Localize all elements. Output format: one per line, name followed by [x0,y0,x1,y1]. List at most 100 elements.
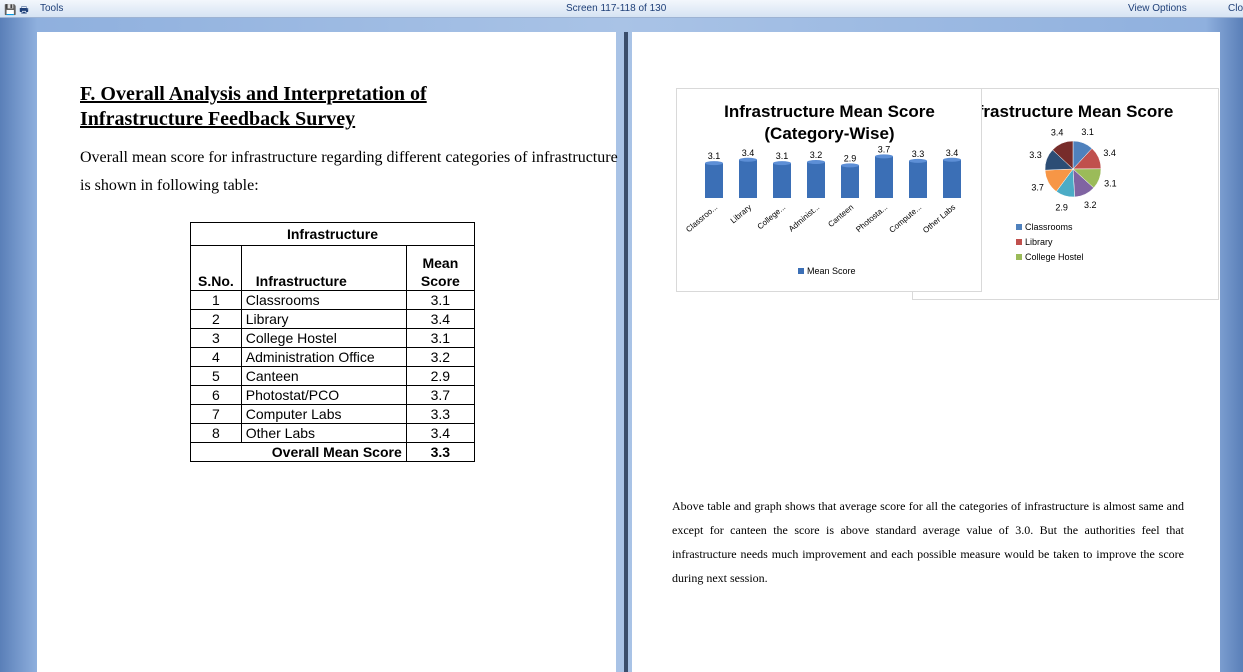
legend-swatch [1016,239,1022,245]
bar-cap [875,154,893,159]
table-row: 6 Photostat/PCO 3.7 [190,385,476,405]
icons[interactable]: 💾 🖶 [4,5,29,16]
table-cell: 4 [190,347,242,367]
x-tick-label: Other Labs [921,203,957,235]
table-cell: 3.3 [405,442,476,462]
data-label: 3.1 [1081,127,1094,137]
chart-title: Infrastructure Mean Score (Category-Wise… [724,102,935,143]
table-row: 8 Other Labs 3.4 [190,423,476,443]
table-cell: 3 [190,328,242,348]
data-label: 3.7 [1031,183,1044,193]
legend-label: College Hostel [1025,252,1084,262]
bar-cap [705,161,723,166]
bar [875,156,893,198]
screen-indicator[interactable]: Screen 117-118 of 130 [566,3,667,14]
data-label: 3.1 [708,151,721,161]
table-cell: Canteen [240,366,407,386]
heading: F. Overall Analysis and Interpretation o… [80,83,427,130]
chart-title: Infrastructure Mean Score [962,102,1174,121]
toolbar: 💾 🖶 Tools Screen 117-118 of 130 View Opt… [0,0,1243,18]
bar [943,159,961,198]
data-label: 3.3 [1029,150,1042,160]
table-cell: 2 [190,309,242,329]
table-cell: 3.2 [405,347,476,367]
table-row: Overall Mean Score 3.3 [190,442,476,462]
right-page: Infrastructure Mean Score 3.1 3.4 3.1 3.2 2.… [632,32,1220,672]
legend-label: Library [1025,237,1053,247]
table-cell: Mean Score [405,245,476,291]
table: Infrastructure S.No. Infrastructure Mean Sc… [190,222,476,462]
table-cell: 1 [190,290,242,310]
bar [807,162,825,198]
close-button[interactable]: Close [1228,3,1243,14]
data-label: 3.4 [1051,127,1064,137]
bar-cap [909,158,927,163]
data-label: 3.2 [810,150,823,160]
divider [624,32,628,672]
data-label: 2.9 [1055,202,1068,212]
x-tick-label: Administ... [787,203,821,234]
table-cell: College Hostel [240,328,407,348]
table-cell: Computer Labs [240,404,407,424]
table-cell: Infrastructure [240,245,407,291]
table-cell: 3.1 [405,328,476,348]
x-tick-label: College... [756,203,788,232]
legend-label: Mean Score [807,266,856,276]
table-cell: Library [240,309,407,329]
legend-label: Classrooms [1025,222,1073,232]
x-tick-label: Canteen [826,203,855,229]
data-label: 3.4 [742,148,755,158]
tools-button[interactable]: Tools [40,3,64,14]
table-cell: 3.4 [405,309,476,329]
table-row: 4 Administration Office 3.2 [190,347,476,367]
x-tick-label: Library [729,203,754,226]
table-cell: Infrastructure [190,222,475,246]
x-tick-label: Compute... [888,203,924,235]
data-label: 3.1 [776,151,789,161]
table-cell: 8 [190,423,242,443]
bar-cap [773,161,791,166]
data-label: 3.4 [1103,148,1116,158]
table-row: S.No. Infrastructure Mean Score [190,245,476,291]
data-label: 3.4 [946,148,959,158]
data-label: 3.7 [878,144,891,154]
data-label: 3.2 [1084,200,1097,210]
table-cell: 3.3 [405,404,476,424]
table-cell: Administration Office [240,347,407,367]
table-cell: Other Labs [240,423,407,443]
x-tick-label: Photosta... [854,203,889,234]
bar [909,160,927,198]
data-label: 3.1 [1104,178,1117,188]
table-row: 3 College Hostel 3.1 [190,328,476,348]
table-cell: 3.1 [405,290,476,310]
data-label: 3.3 [912,149,925,159]
pie-slice [1052,140,1074,170]
table-cell: 2.9 [405,366,476,386]
left-page: F. Overall Analysis and Interpretation o… [37,32,618,672]
bar [841,165,859,198]
bar-chart: Infrastructure Mean Score (Category-Wise… [676,88,982,292]
legend-swatch [1016,224,1022,230]
paragraph: Above table and graph shows that average… [672,499,1184,585]
table-cell: Classrooms [240,290,407,310]
view-options-button[interactable]: View Options [1128,3,1187,14]
data-label: 2.9 [844,153,857,163]
table-row: 5 Canteen 2.9 [190,366,476,386]
table-cell: 3.7 [405,385,476,405]
legend-swatch [798,268,804,274]
table-cell: 5 [190,366,242,386]
table-cell: S.No. [190,245,242,291]
table-row: 7 Computer Labs 3.3 [190,404,476,424]
pie-plot: 3.1 3.4 3.1 3.2 2.9 3.7 3.3 3.4 Classrooms Librar… [1016,127,1117,262]
bar-cap [841,163,859,168]
bar [773,163,791,198]
legend-swatch [1016,254,1022,260]
table-row: 2 Library 3.4 [190,309,476,329]
table-cell: Overall Mean Score [190,442,407,462]
table-cell: Photostat/PCO [240,385,407,405]
paragraph: Overall mean score for infrastructure re… [80,149,618,194]
bar-cap [807,160,825,164]
table-row: 1 Classrooms 3.1 [190,290,476,310]
table-row: Infrastructure [190,222,475,246]
